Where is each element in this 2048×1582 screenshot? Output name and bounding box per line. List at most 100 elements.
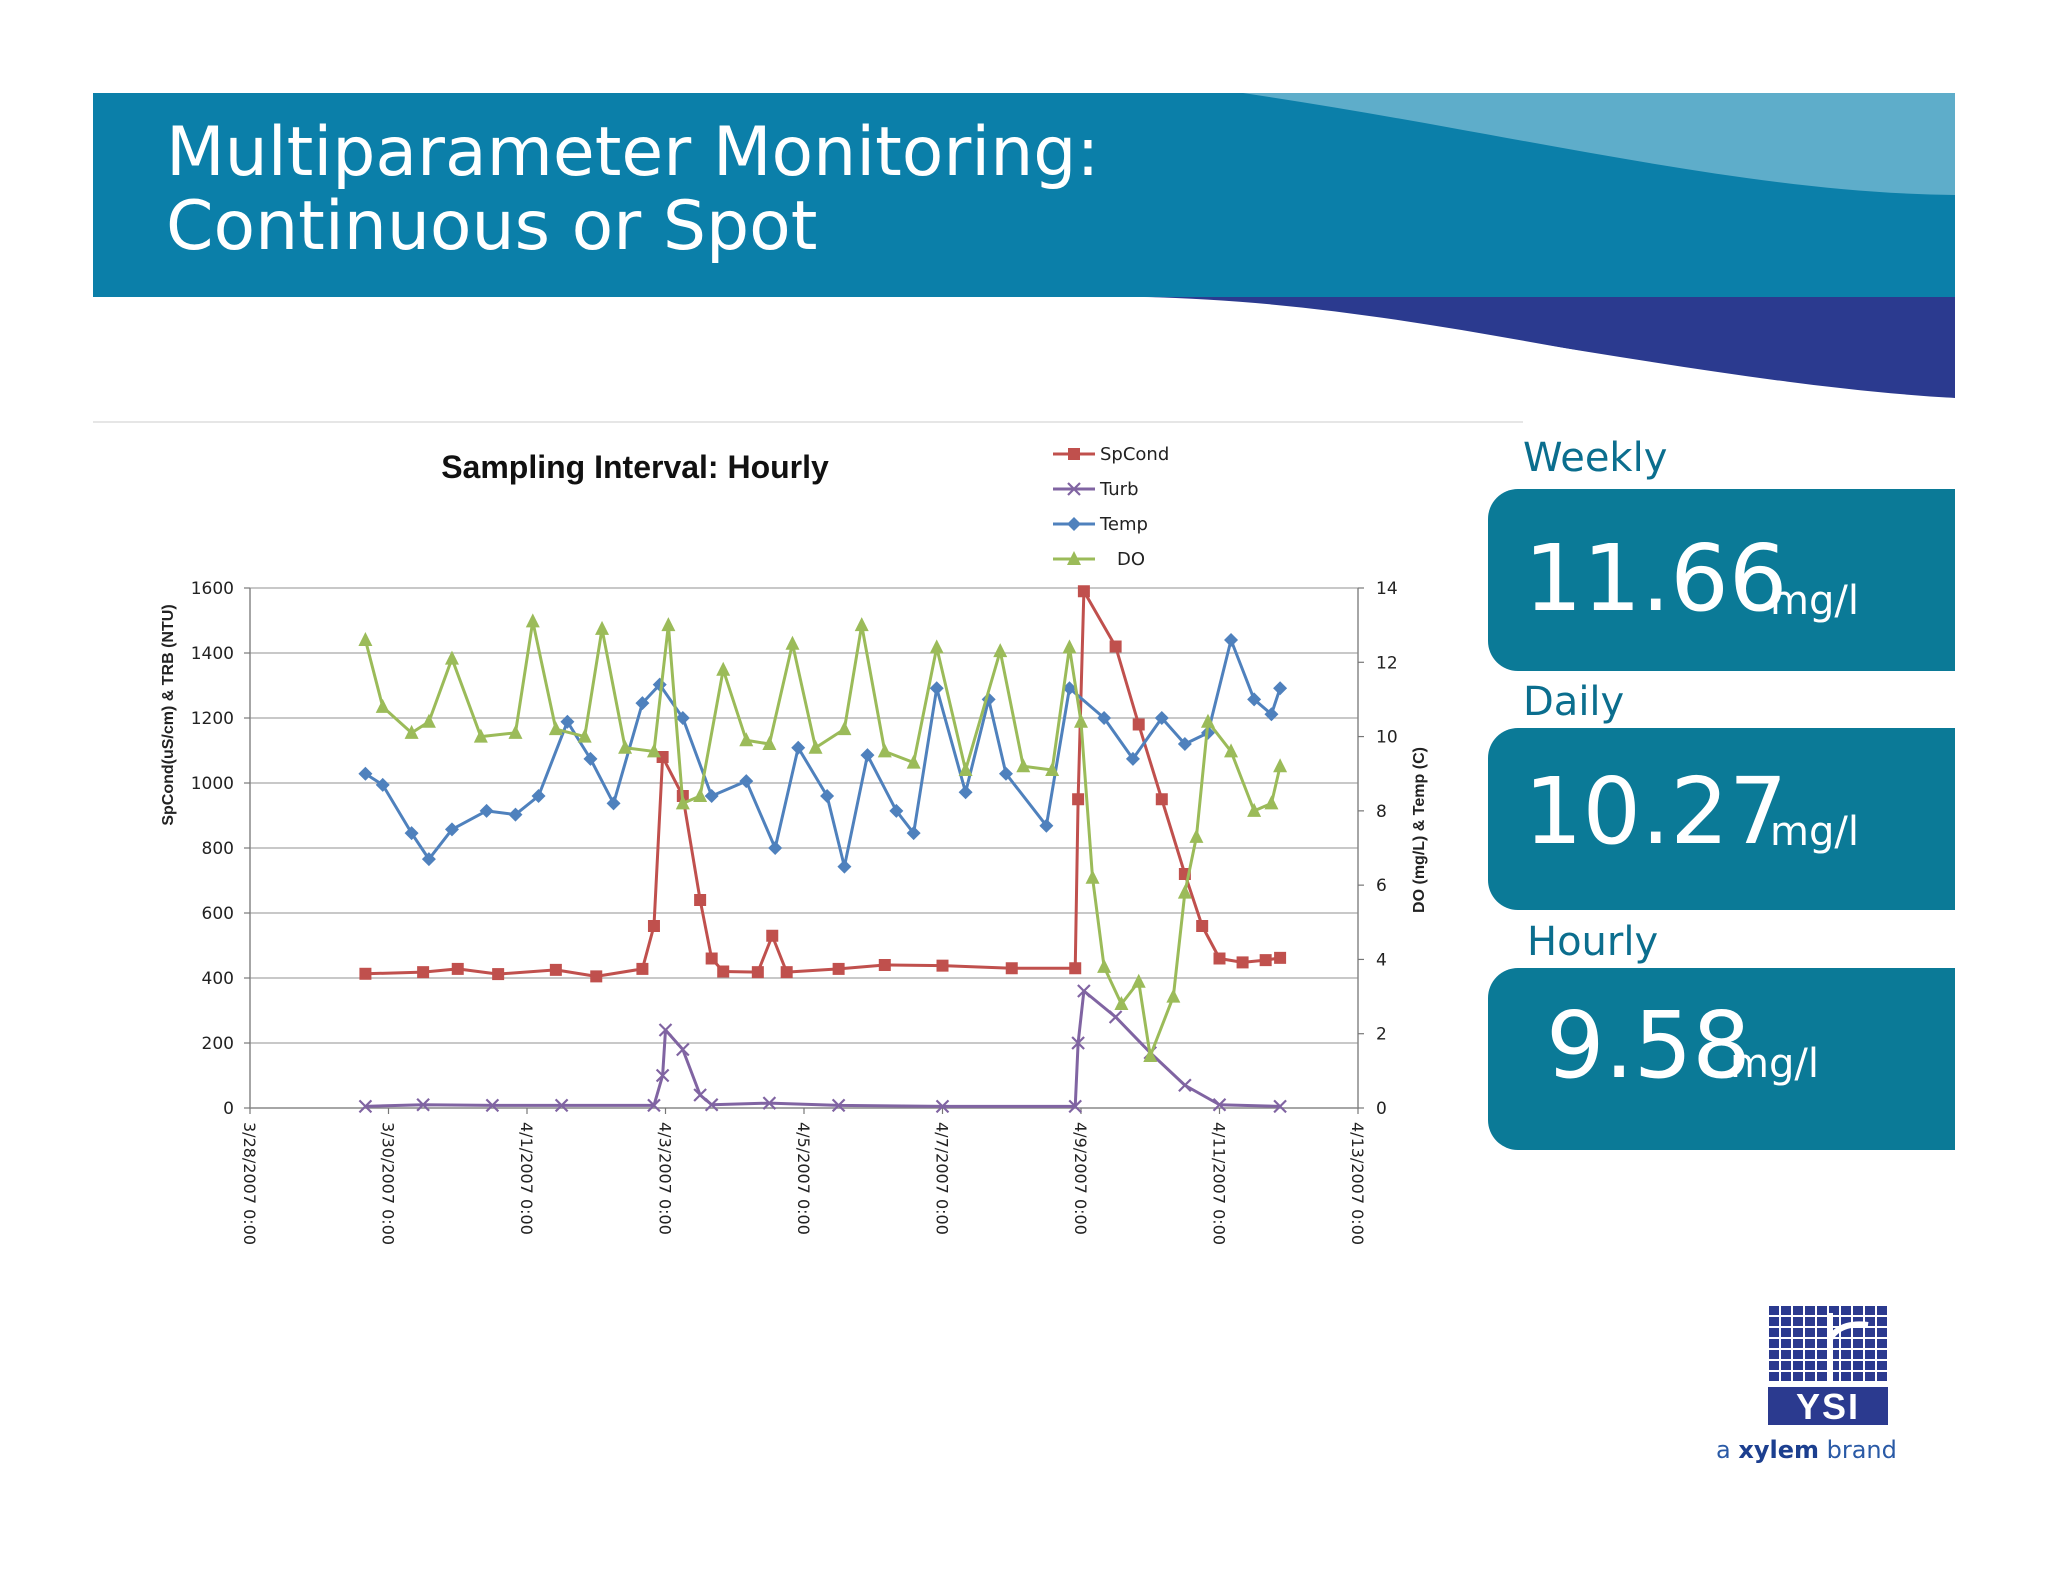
y-tick-label-left: 600 bbox=[202, 904, 234, 924]
x-tick-label: 3/30/2007 0:00 bbox=[379, 1122, 398, 1245]
logo-grid-cell bbox=[1769, 1328, 1779, 1337]
data-point bbox=[560, 714, 575, 729]
data-point bbox=[652, 677, 667, 692]
logo-grid-cell bbox=[1841, 1328, 1851, 1337]
logo-grid-cell bbox=[1877, 1328, 1887, 1337]
data-point bbox=[981, 692, 996, 707]
logo-grid-cell bbox=[1817, 1317, 1827, 1326]
logo-grid-cell bbox=[1829, 1317, 1839, 1326]
divider-line bbox=[93, 421, 1523, 423]
data-point bbox=[1067, 551, 1081, 565]
data-point bbox=[877, 743, 892, 758]
data-point bbox=[1062, 681, 1077, 696]
data-point bbox=[359, 967, 372, 980]
logo-grid-cell bbox=[1781, 1339, 1791, 1348]
logo-grid-cell bbox=[1865, 1339, 1875, 1348]
data-point bbox=[1143, 1048, 1158, 1062]
x-tick-label: 4/7/2007 0:00 bbox=[933, 1122, 952, 1235]
y-tick-label-right: 0 bbox=[1376, 1099, 1387, 1119]
series-line bbox=[363, 619, 1282, 1058]
logo-grid-cell bbox=[1877, 1361, 1887, 1370]
data-point bbox=[762, 1096, 777, 1110]
data-point bbox=[375, 777, 390, 792]
data-point bbox=[549, 963, 562, 976]
x-tick-label: 4/3/2007 0:00 bbox=[656, 1122, 675, 1235]
logo-grid-cell bbox=[1853, 1361, 1863, 1370]
logo-grid-cell bbox=[1805, 1372, 1815, 1381]
data-point bbox=[636, 962, 649, 975]
y-tick-label-right: 12 bbox=[1376, 653, 1398, 673]
y-tick-label-left: 800 bbox=[202, 839, 234, 859]
data-point bbox=[906, 754, 921, 769]
logo-grid-cell bbox=[1877, 1372, 1887, 1381]
data-point bbox=[837, 859, 852, 874]
hourly-unit: mg/l bbox=[1730, 1041, 1819, 1087]
ysi-logo: YSI bbox=[1768, 1305, 1888, 1425]
logo-grid-cell bbox=[1781, 1306, 1791, 1315]
data-point bbox=[1273, 758, 1288, 773]
series-line bbox=[364, 638, 1282, 869]
data-point bbox=[854, 617, 869, 632]
data-point bbox=[646, 743, 661, 758]
y-axis-title-right: DO (mg/L) & Temp (C) bbox=[1411, 747, 1428, 913]
data-point bbox=[704, 1097, 719, 1112]
data-point bbox=[694, 894, 707, 906]
chart-gridlines bbox=[250, 587, 1358, 1044]
data-point bbox=[417, 966, 430, 979]
data-point bbox=[705, 952, 718, 965]
tagline-prefix: a bbox=[1716, 1436, 1739, 1464]
data-point bbox=[1154, 711, 1169, 725]
data-point bbox=[358, 766, 373, 781]
logo-grid-cell bbox=[1865, 1306, 1875, 1315]
data-point bbox=[1264, 707, 1279, 722]
data-point bbox=[766, 929, 779, 942]
y-tick-label-left: 200 bbox=[202, 1034, 234, 1054]
data-point bbox=[1177, 737, 1192, 751]
logo-grid-cell bbox=[1781, 1361, 1791, 1370]
dual-axis-line-chart: 0 200 400 600 800 1000 1200 1400 1600 0 2 4 6 8 10 12 14… bbox=[160, 444, 1428, 1245]
data-point bbox=[375, 698, 390, 713]
data-point bbox=[1212, 1097, 1227, 1112]
logo-grid-cell bbox=[1769, 1361, 1779, 1370]
data-point bbox=[1071, 1036, 1085, 1050]
data-point bbox=[577, 728, 592, 743]
logo-grid-cell bbox=[1841, 1317, 1851, 1326]
y-axis-title-left: SpCond(uS/cm) & TRB (NTU) bbox=[160, 604, 177, 825]
data-point bbox=[583, 751, 598, 766]
data-point bbox=[531, 789, 546, 803]
x-tick-label: 3/28/2007 0:00 bbox=[240, 1122, 259, 1245]
chart-legend: SpCond Turb Temp DO bbox=[1053, 444, 1169, 570]
data-point bbox=[548, 721, 563, 736]
logo-grid-cell bbox=[1865, 1317, 1875, 1326]
data-point bbox=[936, 959, 949, 972]
data-point bbox=[717, 965, 730, 978]
legend-item-temp: Temp bbox=[1053, 514, 1148, 535]
data-point bbox=[675, 795, 690, 810]
data-point bbox=[1114, 996, 1129, 1010]
chart-ticks: 0 200 400 600 800 1000 1200 1400 1600 0 2 4 6 8 10 12 14… bbox=[191, 579, 1398, 1245]
data-point bbox=[1236, 956, 1249, 969]
logo-grid-cell bbox=[1805, 1306, 1815, 1315]
data-point bbox=[1039, 818, 1054, 833]
logo-grid-cell bbox=[1805, 1328, 1815, 1337]
x-tick-label: 4/11/2007 0:00 bbox=[1210, 1122, 1229, 1245]
data-point bbox=[791, 740, 806, 755]
x-tick-label: 4/5/2007 0:00 bbox=[794, 1122, 813, 1235]
legend-item-spcond: SpCond bbox=[1053, 444, 1169, 465]
data-point bbox=[1068, 448, 1080, 460]
data-point bbox=[1045, 762, 1060, 776]
data-point bbox=[404, 724, 419, 739]
data-point bbox=[479, 803, 494, 818]
logo-grid-cell bbox=[1829, 1361, 1839, 1370]
banner-light-wave bbox=[1243, 93, 1955, 195]
data-point bbox=[998, 766, 1013, 781]
daily-stat-card: 10.27 mg/l bbox=[1488, 728, 1955, 910]
logo-grid-cell bbox=[1865, 1361, 1875, 1370]
logo-grid-cell bbox=[1769, 1317, 1779, 1326]
logo-grid-cell bbox=[1793, 1328, 1803, 1337]
legend-label: Temp bbox=[1099, 514, 1148, 535]
y-tick-label-left: 0 bbox=[223, 1099, 234, 1119]
data-point bbox=[832, 962, 845, 975]
data-point bbox=[1077, 984, 1091, 998]
data-point bbox=[1132, 718, 1145, 731]
